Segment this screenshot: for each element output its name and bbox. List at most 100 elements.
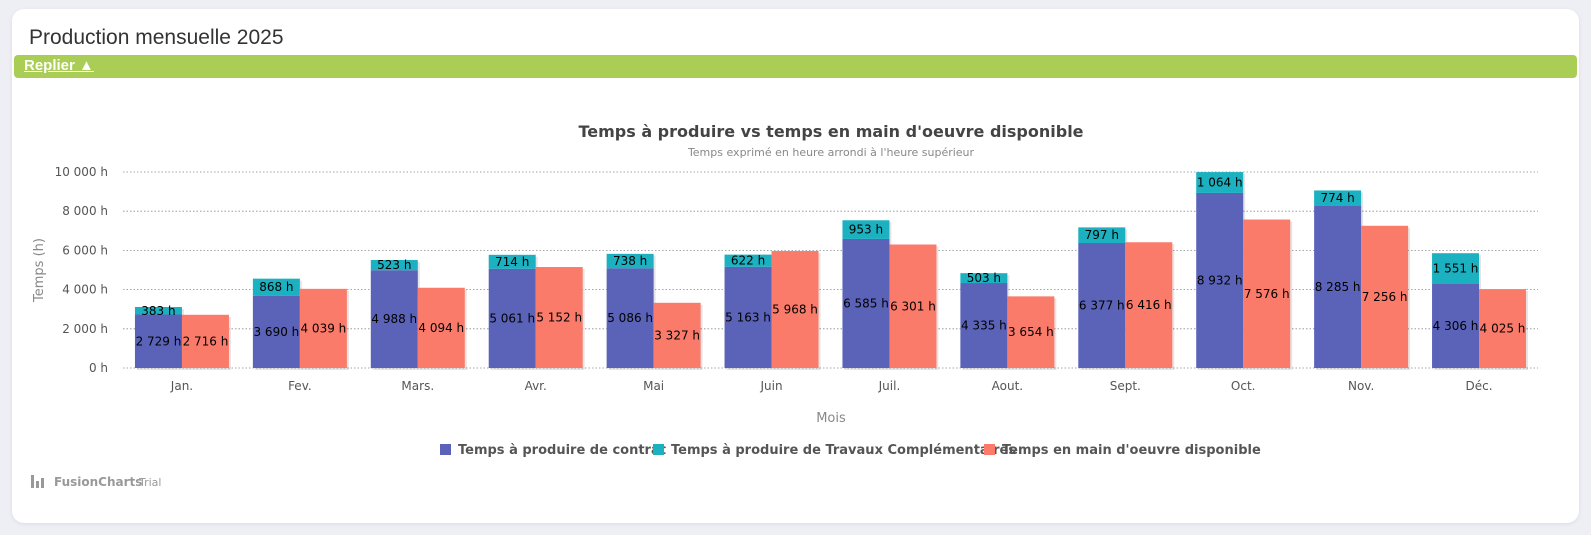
bar-complementary[interactable] xyxy=(606,253,654,269)
bar-complementary[interactable] xyxy=(1314,190,1362,206)
data-label-complementary: 383 h xyxy=(141,304,175,318)
grid-lines: 0 h 2 000 h 4 000 h 6 000 h 8 000 h 10 000 h xyxy=(55,165,1538,375)
data-label-available: 6 301 h xyxy=(890,299,936,313)
watermark-suffix: Trial xyxy=(138,476,161,489)
data-label-available: 4 025 h xyxy=(1480,322,1526,336)
y-tick-label: 8 000 h xyxy=(62,204,108,218)
bar-complementary[interactable] xyxy=(488,254,536,269)
data-label-contract: 8 932 h xyxy=(1197,273,1243,287)
bar-complementary[interactable] xyxy=(960,273,1008,284)
bar-available[interactable] xyxy=(653,302,701,368)
legend-item[interactable]: Temps à produire de contrat xyxy=(440,443,666,458)
chart-subtitle: Temps exprimé en heure arrondi à l'heure… xyxy=(687,146,975,159)
legend-label: Temps en main d'oeuvre disponible xyxy=(1002,443,1261,458)
watermark-brand: FusionCharts xyxy=(54,475,142,489)
legend-swatch xyxy=(440,444,451,455)
bar-available[interactable] xyxy=(1361,225,1409,368)
data-label-contract: 2 729 h xyxy=(136,334,182,348)
y-tick-label: 6 000 h xyxy=(62,243,108,257)
bar-available[interactable] xyxy=(417,287,465,368)
chart-title: Temps à produire vs temps en main d'oeuv… xyxy=(578,122,1083,141)
x-tick-label: Aout. xyxy=(992,379,1023,393)
bar-contract[interactable] xyxy=(1432,283,1480,368)
bar-contract[interactable] xyxy=(606,268,654,368)
bar-complementary[interactable] xyxy=(134,307,182,315)
data-label-available: 4 094 h xyxy=(418,321,464,335)
bar-complementary[interactable] xyxy=(1078,227,1126,244)
y-tick-label: 4 000 h xyxy=(62,283,108,297)
x-tick-label: Mai xyxy=(643,379,664,393)
y-tick-label: 0 h xyxy=(89,361,108,375)
bar-available[interactable] xyxy=(771,251,819,368)
data-label-contract: 4 306 h xyxy=(1433,319,1479,333)
x-tick-label: Oct. xyxy=(1231,379,1256,393)
bar-complementary[interactable] xyxy=(1196,172,1244,193)
bar-complementary[interactable] xyxy=(370,259,418,271)
data-label-contract: 6 377 h xyxy=(1079,299,1125,313)
bar-available[interactable] xyxy=(1007,296,1055,368)
bar-complementary[interactable] xyxy=(252,278,300,296)
collapse-bar[interactable] xyxy=(14,55,1577,78)
data-label-available: 6 416 h xyxy=(1126,298,1172,312)
bar-contract[interactable] xyxy=(1314,205,1362,368)
data-label-contract: 5 061 h xyxy=(489,311,535,325)
bar-contract[interactable] xyxy=(1196,192,1244,368)
data-label-complementary: 1 064 h xyxy=(1197,176,1243,190)
bar-contract[interactable] xyxy=(1078,243,1126,368)
x-tick-label: Déc. xyxy=(1466,379,1493,393)
collapse-button[interactable]: Replier ▲ xyxy=(24,57,94,74)
data-label-available: 2 716 h xyxy=(183,334,229,348)
x-axis-label: Mois xyxy=(816,411,846,426)
x-tick-label: Juin xyxy=(759,379,782,393)
data-label-contract: 4 988 h xyxy=(371,312,417,326)
legend-item[interactable]: Temps en main d'oeuvre disponible xyxy=(984,443,1261,458)
bar-available[interactable] xyxy=(299,288,347,368)
legend-swatch xyxy=(984,444,995,455)
bar-contract[interactable] xyxy=(724,266,772,368)
bar-contract[interactable] xyxy=(842,238,890,368)
data-label-contract: 8 285 h xyxy=(1315,280,1361,294)
data-label-available: 4 039 h xyxy=(300,321,346,335)
bar-available[interactable] xyxy=(181,314,229,368)
data-label-complementary: 797 h xyxy=(1085,228,1119,242)
data-label-available: 3 654 h xyxy=(1008,325,1054,339)
x-tick-label: Avr. xyxy=(525,379,547,393)
data-label-complementary: 714 h xyxy=(495,255,529,269)
bar-available[interactable] xyxy=(889,244,937,368)
bar-complementary[interactable] xyxy=(842,220,890,239)
data-label-available: 5 968 h xyxy=(772,303,818,317)
bar-available[interactable] xyxy=(535,267,583,368)
data-label-complementary: 738 h xyxy=(613,254,647,268)
bar-available[interactable] xyxy=(1243,219,1291,368)
data-label-available: 7 576 h xyxy=(1244,287,1290,301)
x-tick-label: Mars. xyxy=(401,379,434,393)
data-label-complementary: 868 h xyxy=(259,280,293,294)
data-label-contract: 4 335 h xyxy=(961,319,1007,333)
bar-contract[interactable] xyxy=(134,314,182,368)
bar-available[interactable] xyxy=(1479,289,1527,368)
bar-complementary[interactable] xyxy=(1432,253,1480,284)
bar-contract[interactable] xyxy=(370,270,418,368)
y-tick-label: 2 000 h xyxy=(62,322,108,336)
x-tick-label: Sept. xyxy=(1110,379,1141,393)
legend-item[interactable]: Temps à produire de Travaux Complémentai… xyxy=(653,443,1016,458)
data-label-contract: 5 163 h xyxy=(725,310,771,324)
legend-label: Temps à produire de contrat xyxy=(458,443,666,458)
data-label-complementary: 503 h xyxy=(967,271,1001,285)
fusioncharts-logo-icon xyxy=(31,475,44,488)
legend: Temps à produire de contrat Temps à produ… xyxy=(440,443,1261,458)
data-label-available: 5 152 h xyxy=(536,311,582,325)
bars-group: 2 729 h 383 h 2 716 h Jan. 3 690 h 868 h 4 039… xyxy=(134,172,1529,393)
bar-contract[interactable] xyxy=(960,283,1008,368)
bar-complementary[interactable] xyxy=(724,254,772,267)
data-label-available: 3 327 h xyxy=(654,328,700,342)
x-tick-label: Juil. xyxy=(878,379,901,393)
data-label-complementary: 774 h xyxy=(1320,191,1354,205)
watermark: FusionCharts Trial xyxy=(31,475,161,489)
bar-contract[interactable] xyxy=(488,268,536,368)
x-tick-label: Jan. xyxy=(170,379,193,393)
data-label-contract: 6 585 h xyxy=(843,296,889,310)
bar-contract[interactable] xyxy=(252,295,300,368)
bar-available[interactable] xyxy=(1125,242,1173,368)
